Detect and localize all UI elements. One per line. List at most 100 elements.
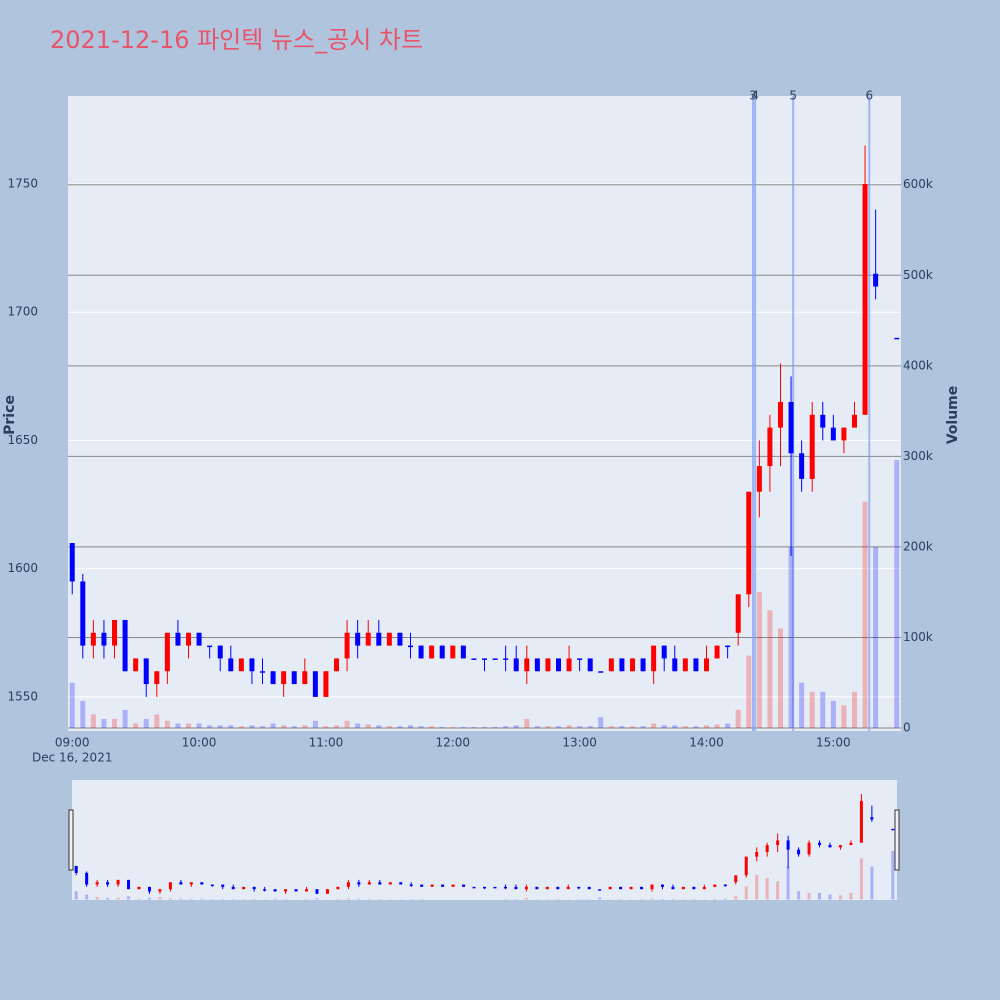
volume-bar: [196, 723, 202, 729]
candle-body: [281, 671, 287, 685]
mini-candle-body: [388, 882, 392, 885]
mini-candle-body: [744, 856, 748, 876]
y2-tick-label: 400k: [903, 358, 933, 372]
volume-bar: [249, 725, 255, 729]
mini-candle-body: [179, 882, 183, 885]
volume-bar: [873, 546, 879, 729]
x-tick-label: 11:00: [309, 736, 344, 750]
mini-volume-bar: [786, 866, 790, 900]
volume-bar: [703, 725, 709, 729]
mini-candle-body: [158, 889, 162, 892]
candle-body: [851, 414, 857, 428]
mini-candle-body: [838, 845, 842, 848]
mini-volume-bar: [859, 858, 863, 900]
candle-body: [820, 414, 826, 428]
mini-volume-bar: [273, 898, 277, 900]
y2-tick-label: 200k: [903, 539, 933, 553]
candle-body: [756, 466, 762, 492]
mini-candle-body: [577, 886, 581, 889]
candle-body: [862, 183, 868, 415]
volume-bar: [69, 682, 75, 729]
mini-candle-body: [399, 882, 403, 885]
candle-body: [260, 671, 266, 673]
candle-body: [228, 658, 234, 672]
y2-tick-label: 100k: [903, 630, 933, 644]
candle-body: [90, 632, 96, 646]
candle-body: [661, 645, 667, 659]
x-tick-label: 12:00: [435, 736, 470, 750]
candle-body: [746, 491, 752, 595]
mini-candle-body: [629, 886, 633, 890]
candle-body: [386, 632, 392, 646]
volume-bar: [820, 691, 826, 729]
mini-candle-body: [545, 886, 549, 890]
mini-candle-body: [503, 886, 507, 889]
candle-body: [513, 658, 519, 672]
mini-candle-body: [378, 882, 382, 885]
y2-tick-label: 600k: [903, 177, 933, 191]
candle-body: [397, 632, 403, 646]
volume-bar: [238, 726, 244, 729]
volume-bar: [725, 723, 731, 729]
volume-bar: [302, 725, 308, 729]
mini-candle-body: [367, 882, 371, 885]
mini-volume-bar: [797, 891, 801, 900]
mini-candle-body: [284, 889, 288, 892]
mini-candle-body: [462, 884, 466, 887]
volume-bar: [418, 726, 424, 729]
volume-bar: [228, 725, 234, 729]
volume-bar: [312, 720, 318, 729]
candle-body: [69, 543, 75, 582]
mini-candle-body: [325, 889, 329, 894]
range-handle[interactable]: [68, 809, 74, 871]
range-slider[interactable]: [72, 780, 897, 900]
volume-bar: [291, 726, 297, 729]
mini-volume-bar: [713, 898, 717, 900]
mini-candle-body: [483, 886, 486, 889]
mini-candle-body: [147, 886, 151, 892]
candle-body: [133, 658, 139, 672]
mini-candle-body: [305, 889, 309, 892]
annotation-label: 6: [865, 89, 873, 103]
mini-volume-bar: [346, 898, 350, 900]
candle-body: [186, 632, 192, 646]
x-tick-label: 09:00: [55, 736, 90, 750]
mini-candle-body: [765, 845, 769, 853]
mini-candle-body: [210, 884, 214, 887]
volume-bar: [175, 723, 181, 729]
volume-bar: [894, 459, 900, 729]
volume-bar: [154, 714, 160, 729]
volume-bar: [555, 726, 561, 729]
volume-bar: [439, 727, 445, 729]
candle-body: [524, 658, 530, 672]
candle-body: [80, 581, 86, 646]
mini-candle-body: [807, 842, 811, 855]
candle-body: [112, 619, 118, 646]
mini-volume-bar: [189, 898, 193, 900]
mini-candle-body: [430, 884, 434, 887]
mini-candle-body: [818, 842, 822, 846]
volume-bar: [577, 726, 583, 729]
volume-bar: [534, 726, 540, 729]
volume-bar: [862, 501, 868, 729]
range-handle[interactable]: [894, 809, 900, 871]
candle-body: [619, 658, 625, 672]
volume-bar: [323, 726, 329, 729]
mini-volume-bar: [116, 897, 120, 900]
volume-bar: [355, 723, 361, 729]
volume-bar: [682, 726, 688, 729]
mini-candle-body: [116, 879, 120, 885]
mini-volume-bar: [524, 897, 528, 900]
candle-body: [207, 645, 213, 648]
candle-body: [323, 671, 329, 697]
mini-volume-bar: [849, 892, 853, 900]
mini-volume-bar: [744, 886, 748, 900]
mini-volume-bar: [650, 898, 654, 900]
mini-volume-bar: [357, 898, 361, 900]
candle-body: [312, 671, 318, 697]
mini-candle-body: [797, 849, 801, 855]
candle-body: [418, 645, 424, 659]
mini-volume-bar: [734, 896, 738, 900]
candle-body: [344, 632, 350, 659]
